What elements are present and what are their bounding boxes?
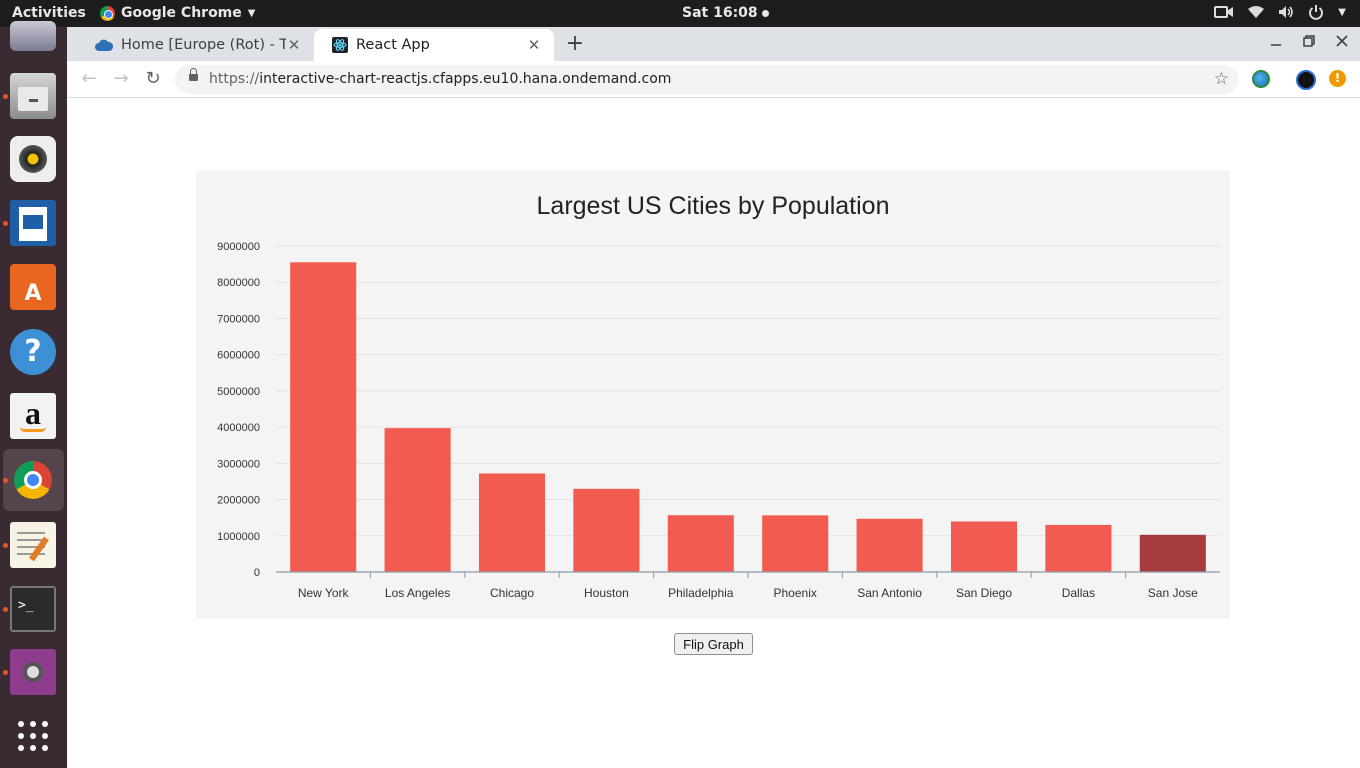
x-tick-label: Los Angeles — [385, 586, 450, 600]
clock[interactable]: Sat 16:08 — [682, 5, 769, 21]
camera-icon — [1214, 6, 1234, 18]
back-arrow-icon[interactable]: ← — [81, 68, 97, 89]
close-tab-icon[interactable]: ✕ — [527, 36, 541, 54]
chrome-icon — [100, 5, 115, 21]
help-icon[interactable]: ? — [10, 329, 56, 375]
extension-dark-icon[interactable] — [1296, 70, 1316, 90]
files-icon[interactable] — [10, 73, 56, 119]
system-top-bar: Activities Google Chrome ▼ Sat 16:08 ▼ — [0, 0, 1360, 27]
running-indicator-icon — [3, 543, 8, 548]
chart-title: Largest US Cities by Population — [536, 192, 890, 220]
x-tick-label: Philadelphia — [668, 586, 734, 600]
y-tick-label: 2000000 — [217, 495, 260, 507]
tab-title: React App — [356, 37, 430, 53]
y-tick-label: 4000000 — [217, 422, 260, 434]
lock-icon — [189, 68, 198, 83]
dock: A ? a >_ — [0, 21, 67, 768]
x-tick-label: San Jose — [1148, 586, 1198, 600]
extension-globe-icon[interactable] — [1252, 70, 1270, 88]
reload-icon[interactable]: ↻ — [145, 68, 161, 89]
chevron-down-icon: ▼ — [247, 7, 256, 19]
bar[interactable] — [573, 488, 640, 572]
system-tray[interactable]: ▼ — [1214, 4, 1346, 20]
y-tick-label: 1000000 — [217, 531, 260, 543]
rhythmbox-icon[interactable] — [10, 136, 56, 182]
running-indicator-icon — [3, 670, 8, 675]
chevron-down-icon: ▼ — [1338, 6, 1346, 18]
x-tick-label: San Antonio — [857, 586, 922, 600]
browser-toolbar: ← → ↻ https://interactive-chart-reactjs.… — [67, 61, 1360, 98]
x-tick-label: Houston — [584, 586, 629, 600]
screenshot-icon[interactable] — [10, 649, 56, 695]
y-tick-label: 0 — [254, 567, 260, 579]
terminal-icon[interactable]: >_ — [10, 586, 56, 632]
bar[interactable] — [856, 518, 923, 572]
power-icon — [1309, 5, 1324, 20]
bar[interactable] — [762, 515, 829, 572]
flip-graph-button[interactable]: Flip Graph — [674, 633, 753, 655]
restore-icon[interactable] — [1303, 35, 1315, 51]
app-menu-label: Google Chrome — [121, 5, 242, 21]
running-indicator-icon — [3, 478, 8, 483]
y-tick-label: 5000000 — [217, 386, 260, 398]
new-tab-button[interactable]: + — [565, 31, 585, 56]
bar[interactable] — [478, 473, 546, 572]
clock-label: Sat 16:08 — [682, 5, 758, 21]
wifi-icon — [1248, 6, 1265, 18]
close-tab-icon[interactable]: ✕ — [287, 36, 301, 54]
update-warning-icon[interactable]: ! — [1329, 70, 1346, 87]
running-indicator-icon — [3, 94, 8, 99]
y-tick-label: 9000000 — [217, 241, 260, 253]
mail-icon[interactable] — [10, 21, 56, 51]
close-window-icon[interactable] — [1336, 35, 1348, 51]
bar[interactable] — [384, 428, 451, 572]
x-tick-label: Dallas — [1062, 586, 1095, 600]
app-grid-icon[interactable] — [10, 713, 56, 759]
volume-icon — [1279, 6, 1294, 18]
y-tick-label: 3000000 — [217, 458, 260, 470]
minimize-icon[interactable] — [1270, 35, 1282, 51]
address-bar[interactable]: https://interactive-chart-reactjs.cfapps… — [175, 65, 1239, 94]
x-tick-label: San Diego — [956, 586, 1012, 600]
react-icon — [332, 37, 348, 53]
writer-icon[interactable] — [10, 200, 56, 246]
x-tick-label: New York — [298, 586, 350, 600]
amazon-icon[interactable]: a — [10, 393, 56, 439]
bar[interactable] — [667, 515, 734, 572]
y-tick-label: 6000000 — [217, 350, 260, 362]
bar[interactable] — [1045, 524, 1112, 572]
tab-home-europe[interactable]: Home [Europe (Rot) - Trial ✕ — [77, 29, 314, 61]
software-center-icon[interactable]: A — [10, 264, 56, 310]
y-tick-label: 8000000 — [217, 277, 260, 289]
running-indicator-icon — [3, 607, 8, 612]
bar[interactable] — [950, 521, 1018, 572]
running-indicator-icon — [3, 221, 8, 226]
tab-strip: Home [Europe (Rot) - Trial ✕ React App ✕… — [67, 27, 1360, 61]
bar[interactable] — [290, 262, 357, 572]
text-editor-icon[interactable] — [10, 522, 56, 568]
tab-react-app[interactable]: React App ✕ — [314, 29, 554, 61]
chrome-dock-icon[interactable] — [3, 449, 64, 511]
tab-title: Home [Europe (Rot) - Trial — [121, 37, 286, 53]
app-menu[interactable]: Google Chrome ▼ — [100, 5, 255, 21]
y-tick-label: 7000000 — [217, 313, 260, 325]
url-text: https://interactive-chart-reactjs.cfapps… — [209, 71, 672, 87]
bar-chart: 0 1000000 2000000 3000000 4000000 5000000 6000… — [217, 241, 1220, 600]
bookmark-star-icon[interactable]: ☆ — [1213, 69, 1229, 89]
notification-dot-icon — [761, 9, 769, 17]
bar[interactable] — [1139, 534, 1206, 572]
chart-card: 0 1000000 2000000 3000000 4000000 5000000 6000… — [196, 170, 1230, 619]
x-tick-label: Chicago — [490, 586, 534, 600]
forward-arrow-icon[interactable]: → — [113, 68, 129, 89]
x-tick-label: Phoenix — [774, 586, 817, 600]
activities-button[interactable]: Activities — [12, 5, 86, 21]
cloud-icon — [95, 39, 113, 51]
